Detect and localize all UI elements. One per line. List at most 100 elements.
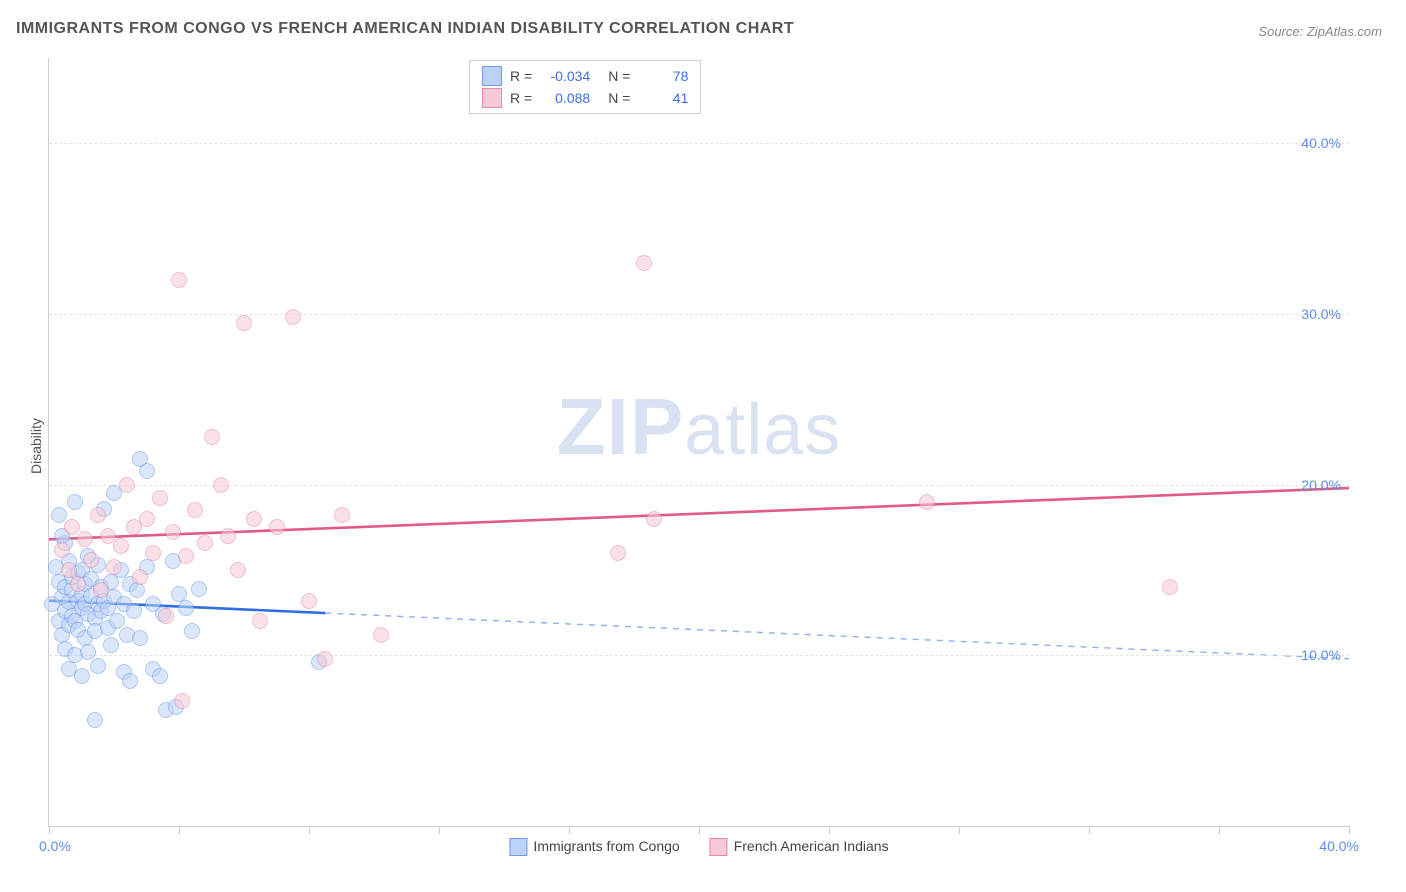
data-point-congo [126,603,142,619]
data-point-french_ai [152,490,168,506]
data-point-french_ai [178,548,194,564]
watermark: ZIPatlas [557,381,842,473]
data-point-french_ai [171,272,187,288]
data-point-french_ai [317,651,333,667]
data-point-congo [152,668,168,684]
data-point-french_ai [230,562,246,578]
stat-r-value: -0.034 [540,65,590,87]
trend-lines-layer [49,58,1349,826]
data-point-congo [74,668,90,684]
data-point-french_ai [119,477,135,493]
data-point-french_ai [285,309,301,325]
legend-swatch [509,838,527,856]
data-point-french_ai [213,477,229,493]
x-tick [959,826,960,834]
data-point-french_ai [269,519,285,535]
legend-bottom: Immigrants from Congo French American Ind… [509,838,888,856]
data-point-french_ai [158,608,174,624]
stat-n-label: N = [608,87,630,109]
data-point-french_ai [70,576,86,592]
data-point-french_ai [113,538,129,554]
legend-label: French American Indians [734,838,889,854]
data-point-french_ai [54,542,70,558]
correlation-stats-box: R =-0.034N =78R =0.088N =41 [469,60,701,114]
data-point-french_ai [246,511,262,527]
stat-n-label: N = [608,65,630,87]
y-tick-label: 20.0% [1301,477,1341,493]
data-point-french_ai [90,507,106,523]
source-label: Source: [1258,24,1303,39]
data-point-congo [67,494,83,510]
data-point-congo [129,582,145,598]
data-point-congo [122,673,138,689]
data-point-french_ai [165,524,181,540]
data-point-french_ai [301,593,317,609]
data-point-french_ai [83,552,99,568]
data-point-french_ai [204,429,220,445]
data-point-congo [178,600,194,616]
scatter-plot-area: ZIPatlas R =-0.034N =78R =0.088N =41 0.0… [48,58,1349,827]
x-tick [179,826,180,834]
data-point-french_ai [373,627,389,643]
x-tick [699,826,700,834]
data-point-french_ai [334,507,350,523]
data-point-french_ai [220,528,236,544]
legend-item-0: Immigrants from Congo [509,838,679,856]
legend-swatch [710,838,728,856]
x-tick [49,826,50,834]
data-point-congo [191,581,207,597]
y-tick-label: 30.0% [1301,306,1341,322]
watermark-big: ZIP [557,382,684,471]
data-point-congo [90,658,106,674]
data-point-french_ai [1162,579,1178,595]
gridline-h [49,143,1349,144]
source-attribution: Source: ZipAtlas.com [1258,24,1382,39]
data-point-french_ai [636,255,652,271]
gridline-h [49,655,1349,656]
data-point-french_ai [139,511,155,527]
trendline-french_ai-solid [49,488,1349,539]
stats-row-congo: R = -0.034 N = 78 [482,65,688,87]
x-tick [309,826,310,834]
data-point-french_ai [132,569,148,585]
data-point-congo [184,623,200,639]
x-tick [569,826,570,834]
data-point-french_ai [919,494,935,510]
trendline-congo-dash [325,613,1349,659]
x-tick [1349,826,1350,834]
x-axis-max-label: 40.0% [1319,838,1359,854]
data-point-congo [87,712,103,728]
swatch-congo [482,66,502,86]
y-tick-label: 10.0% [1301,647,1341,663]
data-point-french_ai [93,582,109,598]
source-value: ZipAtlas.com [1307,24,1382,39]
data-point-congo [132,630,148,646]
data-point-french_ai [145,545,161,561]
x-tick [1089,826,1090,834]
data-point-french_ai [252,613,268,629]
watermark-rest: atlas [684,390,841,470]
data-point-congo [139,463,155,479]
swatch-french_ai [482,88,502,108]
gridline-h [49,485,1349,486]
x-tick [1219,826,1220,834]
data-point-french_ai [646,511,662,527]
x-axis-min-label: 0.0% [39,838,71,854]
data-point-french_ai [77,531,93,547]
stat-r-label: R = [510,65,532,87]
data-point-french_ai [106,559,122,575]
x-tick [439,826,440,834]
data-point-french_ai [187,502,203,518]
stat-r-label: R = [510,87,532,109]
stat-r-value: 0.088 [540,87,590,109]
y-axis-label: Disability [28,418,44,474]
legend-label: Immigrants from Congo [533,838,679,854]
data-point-french_ai [236,315,252,331]
stat-n-value: 78 [638,65,688,87]
data-point-french_ai [610,545,626,561]
chart-title: IMMIGRANTS FROM CONGO VS FRENCH AMERICAN… [16,20,794,38]
y-tick-label: 40.0% [1301,135,1341,151]
legend-item-1: French American Indians [710,838,889,856]
data-point-congo [51,507,67,523]
data-point-french_ai [64,519,80,535]
